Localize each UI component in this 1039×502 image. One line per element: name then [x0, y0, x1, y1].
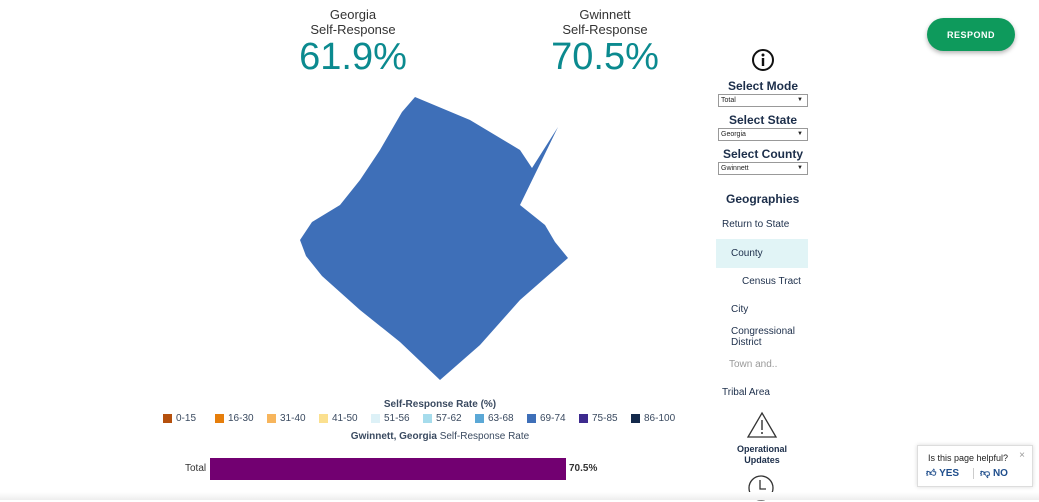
- no-button[interactable]: 👎︎ NO: [980, 467, 1008, 479]
- legend-label: 41-50: [332, 413, 358, 424]
- dropdown-arrow-icon: ▼: [797, 165, 803, 171]
- state-select[interactable]: Georgia ▼: [718, 128, 808, 141]
- geo-congressional-district[interactable]: Congressional District: [731, 326, 795, 348]
- legend-swatch: [527, 414, 536, 423]
- respond-button[interactable]: RESPOND: [927, 18, 1015, 51]
- yes-label: YES: [939, 468, 960, 479]
- legend-label: 51-56: [384, 413, 410, 424]
- geo-census-tract[interactable]: Census Tract: [742, 276, 801, 287]
- legend-swatch: [423, 414, 432, 423]
- legend-item: 69-74: [527, 413, 576, 424]
- legend: 0-15 16-30 31-40 41-50 51-56 57-62 63-68 69-74 7…: [163, 413, 683, 424]
- legend-label: 0-15: [176, 413, 197, 424]
- legend-swatch: [371, 414, 380, 423]
- geo-tribal-area[interactable]: Tribal Area: [722, 387, 770, 398]
- legend-swatch: [267, 414, 276, 423]
- county-map[interactable]: [290, 90, 580, 390]
- legend-item: 31-40: [267, 413, 316, 424]
- warning-icon[interactable]: [746, 411, 778, 439]
- select-state-label: Select State: [728, 113, 798, 127]
- subtitle-place: Gwinnett, Georgia: [350, 431, 437, 442]
- geo-county-highlight: [716, 239, 808, 268]
- subtitle-text: Self-Response Rate: [436, 431, 530, 442]
- legend-swatch: [631, 414, 640, 423]
- legend-item: 41-50: [319, 413, 368, 424]
- legend-label: 16-30: [228, 413, 254, 424]
- state-value: Georgia: [721, 131, 746, 138]
- legend-item: 75-85: [579, 413, 628, 424]
- geo-town[interactable]: Town and..: [729, 359, 778, 370]
- dropdown-arrow-icon: ▼: [797, 97, 803, 103]
- state-stat: Georgia Self-Response 61.9%: [253, 7, 453, 77]
- dropdown-arrow-icon: ▼: [797, 131, 803, 137]
- legend-title: Self-Response Rate (%): [383, 399, 497, 410]
- county-stat: Gwinnett Self-Response 70.5%: [505, 7, 705, 77]
- legend-item: 86-100: [631, 413, 680, 424]
- feedback-widget: Is this page helpful? × 👍︎ YES 👎︎ NO: [917, 445, 1033, 487]
- state-label: Self-Response: [310, 22, 396, 37]
- select-county-label: Select County: [722, 147, 803, 161]
- yes-button[interactable]: 👍︎ YES: [926, 467, 959, 479]
- county-select-value: Gwinnett: [721, 165, 749, 172]
- legend-item: 51-56: [371, 413, 420, 424]
- county-select[interactable]: Gwinnett ▼: [718, 162, 808, 175]
- geo-county[interactable]: County: [731, 248, 763, 259]
- geographies-heading: Geographies: [726, 192, 800, 206]
- mode-select[interactable]: Total ▼: [718, 94, 808, 107]
- side-panel: Select Mode Total ▼ Select State Georgia ▼…: [713, 48, 813, 181]
- geo-city[interactable]: City: [731, 304, 749, 315]
- legend-item: 0-15: [163, 413, 212, 424]
- county-label: Self-Response: [562, 22, 648, 37]
- chart-subtitle: Gwinnett, Georgia Self-Response Rate: [0, 431, 880, 442]
- legend-item: 63-68: [475, 413, 524, 424]
- bar-value: 70.5%: [569, 463, 598, 474]
- legend-label: 69-74: [540, 413, 566, 424]
- legend-swatch: [475, 414, 484, 423]
- legend-label: 31-40: [280, 413, 306, 424]
- feedback-question: Is this page helpful?: [928, 453, 1009, 463]
- county-value: 70.5%: [551, 36, 659, 78]
- legend-swatch: [579, 414, 588, 423]
- legend-item: 57-62: [423, 413, 472, 424]
- state-name: Georgia: [329, 7, 377, 22]
- legend-label: 86-100: [644, 413, 676, 424]
- state-value: 61.9%: [299, 36, 407, 78]
- legend-swatch: [319, 414, 328, 423]
- footer-shadow: [0, 492, 1039, 500]
- no-label: NO: [992, 468, 1008, 479]
- gwinnett-county-shape[interactable]: [300, 97, 568, 380]
- divider: [973, 468, 974, 479]
- legend-label: 63-68: [488, 413, 514, 424]
- legend-item: 16-30: [215, 413, 264, 424]
- close-icon[interactable]: ×: [1019, 450, 1025, 461]
- geo-return-to-state[interactable]: Return to State: [722, 219, 790, 230]
- total-bar: [210, 458, 566, 480]
- legend-label: 75-85: [592, 413, 618, 424]
- select-mode-label: Select Mode: [727, 79, 799, 93]
- mode-value: Total: [721, 97, 736, 104]
- info-icon[interactable]: [751, 48, 775, 72]
- bar-label: Total: [185, 463, 207, 474]
- thumbs-down-icon: 👎︎: [980, 468, 991, 479]
- legend-label: 57-62: [436, 413, 462, 424]
- thumbs-up-icon: 👍︎: [926, 468, 937, 479]
- operational-updates-link[interactable]: Operational Updates: [736, 444, 787, 465]
- county-name: Gwinnett: [579, 7, 631, 22]
- legend-swatch: [163, 414, 172, 423]
- legend-swatch: [215, 414, 224, 423]
